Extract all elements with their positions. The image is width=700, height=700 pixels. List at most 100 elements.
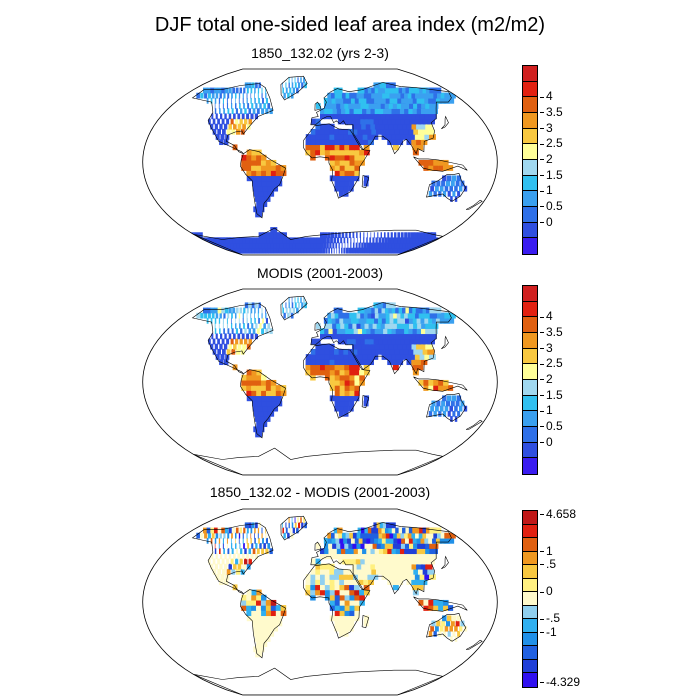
map-cell <box>223 343 228 350</box>
map-cell <box>394 232 397 239</box>
map-cell <box>315 579 321 586</box>
map-cell <box>214 97 217 104</box>
map-cell <box>357 548 365 555</box>
map-cell <box>327 232 331 239</box>
map-cell <box>222 348 226 355</box>
map-cell <box>320 343 326 350</box>
map-cell <box>254 92 255 99</box>
map-cell <box>340 103 346 109</box>
map-cell <box>367 333 375 340</box>
map-cell <box>275 385 282 391</box>
colorbar-label: .5 <box>540 557 556 571</box>
map-cell <box>389 128 397 135</box>
map-cell <box>218 97 221 104</box>
map-cell <box>385 128 392 135</box>
map-cell <box>365 123 372 130</box>
map-cell <box>350 113 357 120</box>
map-cell <box>271 395 277 402</box>
map-cell <box>374 563 382 570</box>
map-cell <box>330 237 333 244</box>
map-cell <box>310 128 316 135</box>
map-cell <box>457 190 461 197</box>
map-cell <box>359 553 366 560</box>
map-cell <box>372 113 379 120</box>
map-cell <box>310 139 316 146</box>
map-cell <box>214 323 216 329</box>
map-cell <box>257 185 264 192</box>
map-cell <box>334 390 341 397</box>
map-cell <box>326 242 329 249</box>
map-cell <box>333 113 339 120</box>
map-cell <box>203 87 208 94</box>
panel-3-colorbar-labels: 4.658 1.5 0 -.5 -1 -4.329 <box>540 507 600 689</box>
map-cell <box>305 364 311 371</box>
map-cell <box>298 82 301 89</box>
map-cell <box>240 568 245 575</box>
map-cell <box>266 175 273 182</box>
map-cell <box>384 343 391 350</box>
map-cell <box>241 374 247 381</box>
map-cell <box>380 323 388 329</box>
map-cell <box>460 620 465 627</box>
map-cell <box>228 307 232 314</box>
map-cell <box>366 348 373 355</box>
map-cell <box>380 113 388 120</box>
map-cell <box>251 594 257 601</box>
map-cell <box>227 328 230 335</box>
map-cell <box>409 338 417 345</box>
map-cell <box>330 232 335 239</box>
map-cell <box>336 247 338 254</box>
map-cell <box>417 348 425 355</box>
colorbar-label: 0 <box>540 215 553 229</box>
map-cell <box>240 108 243 115</box>
map-cell <box>265 97 268 104</box>
map-cell <box>251 374 257 381</box>
map-cell <box>320 247 323 254</box>
map-cell <box>228 113 232 120</box>
map-cell <box>329 594 336 601</box>
map-cell <box>344 379 351 386</box>
map-cell <box>252 548 256 555</box>
map-cell <box>232 364 238 371</box>
coastline-greenland <box>280 515 308 541</box>
map-cell <box>338 574 345 580</box>
map-cell <box>410 574 417 580</box>
map-cell <box>344 180 350 187</box>
map-cell <box>424 553 433 560</box>
map-cell <box>226 323 229 329</box>
map-cell <box>247 543 250 549</box>
map-cell <box>263 190 270 197</box>
colorbar-label: 4 <box>540 89 553 103</box>
map-cell <box>217 338 220 345</box>
map-cell <box>354 113 361 120</box>
map-cell <box>355 338 362 345</box>
map-cell <box>200 312 204 319</box>
map-cell <box>329 175 336 182</box>
map-cell <box>391 354 398 360</box>
map-cell <box>213 87 219 94</box>
map-cell <box>366 97 374 104</box>
map-cell <box>228 87 232 94</box>
map-cell <box>251 149 257 156</box>
map-cell <box>262 97 264 104</box>
map-cell <box>310 568 316 575</box>
map-cell <box>329 589 336 596</box>
map-cell <box>397 237 402 244</box>
map-cell <box>250 312 252 319</box>
map-cell <box>246 379 252 386</box>
map-cell <box>363 242 367 249</box>
map-cell <box>282 527 285 534</box>
map-cell <box>345 312 352 319</box>
map-cell <box>239 87 242 94</box>
map-cell <box>237 123 242 130</box>
map-cell <box>222 128 226 135</box>
map-cell <box>438 159 444 166</box>
map-cell <box>258 97 260 104</box>
colorbar-box <box>523 646 537 660</box>
map-cell <box>417 232 422 239</box>
map-cell <box>254 553 259 560</box>
map-cell <box>408 548 417 555</box>
map-cell <box>347 348 354 355</box>
map-cell <box>305 589 311 596</box>
map-cell <box>450 636 453 642</box>
